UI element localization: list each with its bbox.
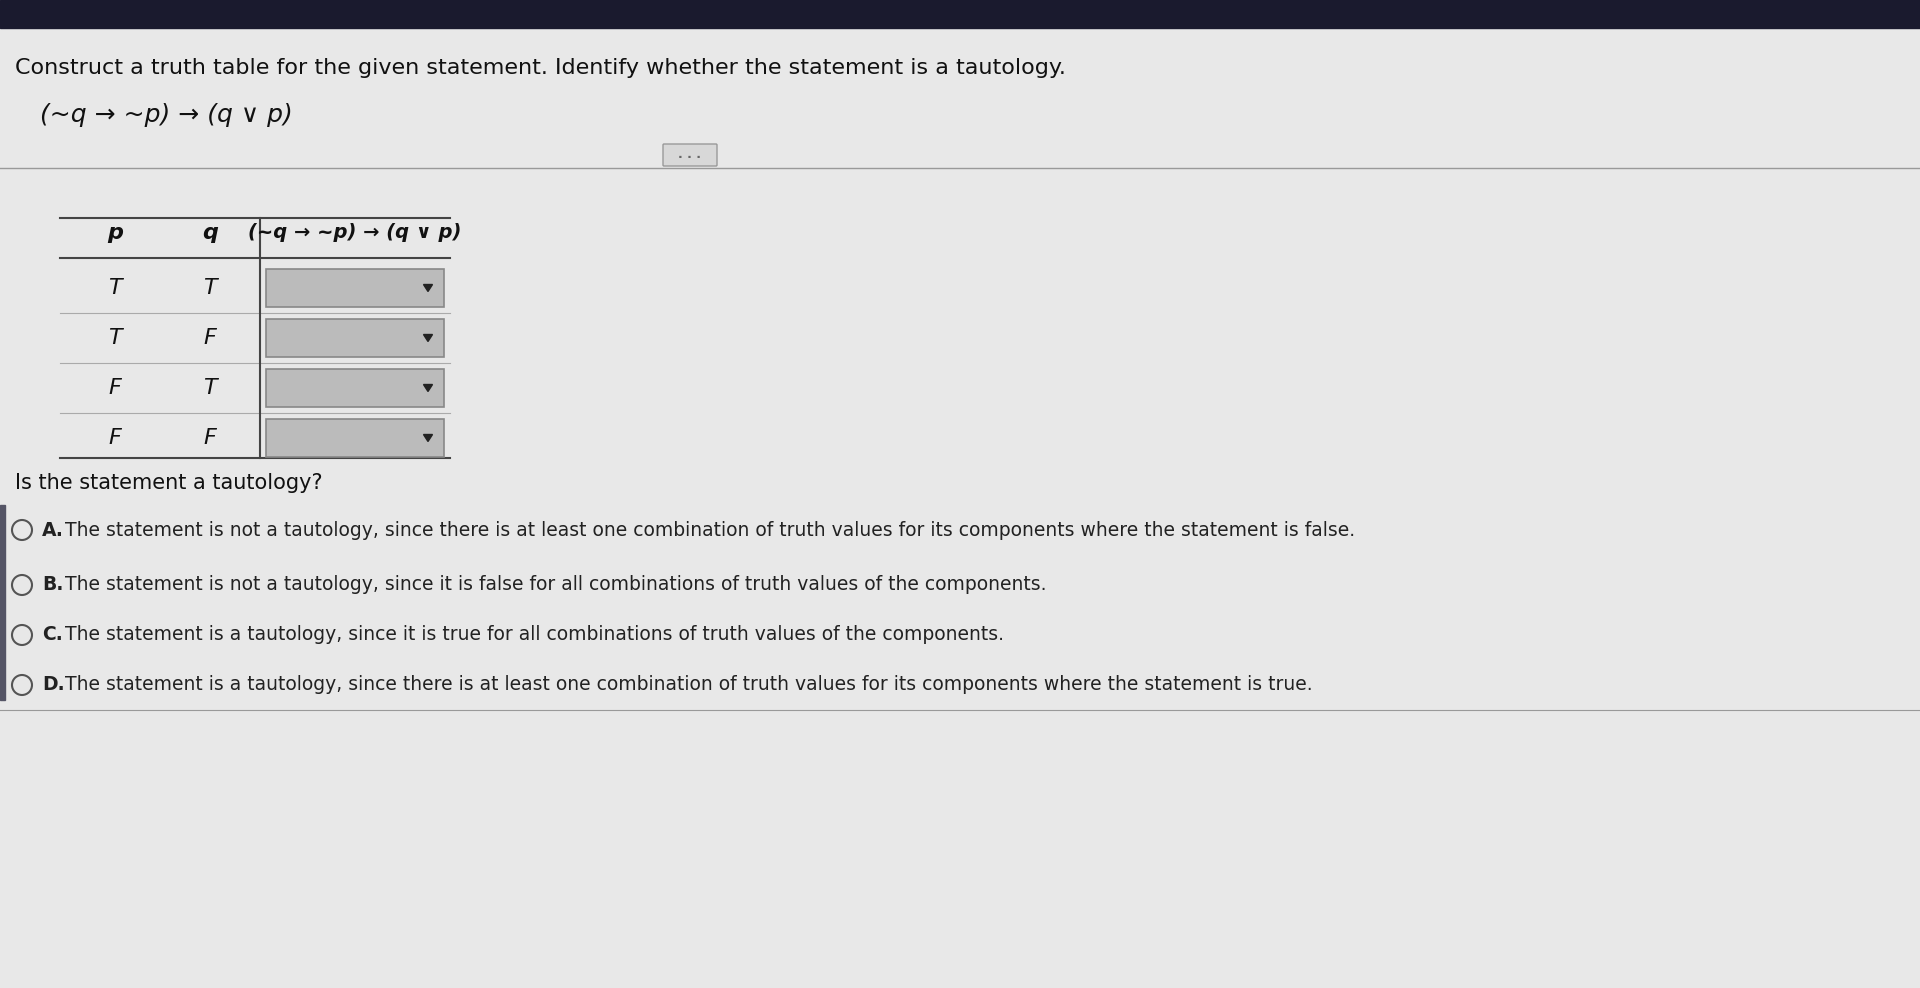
Text: Construct a truth table for the given statement. Identify whether the statement : Construct a truth table for the given st… [15,58,1066,78]
Polygon shape [424,384,432,391]
Text: T: T [108,278,121,298]
Text: (~q → ~p) → (q ∨ p): (~q → ~p) → (q ∨ p) [248,223,461,242]
Text: The statement is not a tautology, since there is at least one combination of tru: The statement is not a tautology, since … [65,521,1356,539]
Text: F: F [204,328,217,348]
Text: A.: A. [42,521,63,539]
Text: q: q [202,223,219,243]
Text: . . .: . . . [678,148,701,161]
Polygon shape [424,285,432,291]
Text: F: F [109,428,121,448]
Text: B.: B. [42,575,63,595]
Bar [267,319,444,357]
Text: p: p [108,223,123,243]
Text: The statement is not a tautology, since it is false for all combinations of trut: The statement is not a tautology, since … [65,575,1046,595]
Text: T: T [204,278,217,298]
Text: Is the statement a tautology?: Is the statement a tautology? [15,473,323,493]
Text: C.: C. [42,625,63,644]
Text: T: T [108,328,121,348]
Bar [267,269,444,307]
Text: T: T [204,378,217,398]
Text: The statement is a tautology, since there is at least one combination of truth v: The statement is a tautology, since ther… [65,676,1313,695]
FancyBboxPatch shape [662,144,716,166]
Text: F: F [204,428,217,448]
Polygon shape [424,335,432,342]
Text: F: F [109,378,121,398]
Bar [267,419,444,457]
Bar [0,0,1920,28]
Text: D.: D. [42,676,65,695]
Text: The statement is a tautology, since it is true for all combinations of truth val: The statement is a tautology, since it i… [65,625,1004,644]
Polygon shape [424,435,432,442]
Text: (~q → ~p) → (q ∨ p): (~q → ~p) → (q ∨ p) [40,103,292,127]
Bar [267,369,444,407]
Bar [0,505,6,700]
